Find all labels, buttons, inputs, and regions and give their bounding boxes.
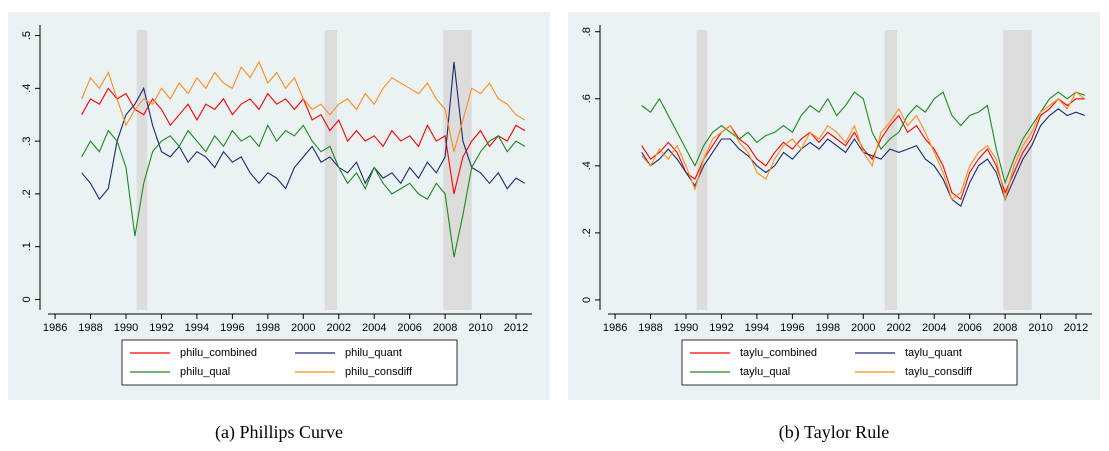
caption: (a) Phillips Curve: [215, 422, 343, 443]
series-line: [81, 60, 526, 152]
x-tick-label: 2006: [397, 322, 421, 334]
y-tick-label: .2: [581, 228, 593, 237]
series-line: [641, 91, 1086, 185]
legend: [681, 339, 1018, 386]
legend-label: taylu_consdiff: [905, 366, 973, 378]
series-line: [81, 124, 526, 258]
x-tick-label: 1996: [220, 322, 244, 334]
series-line: [641, 91, 1086, 201]
series-line: [81, 61, 526, 201]
x-tick-label: 1994: [185, 322, 209, 334]
x-tick-label: 2004: [922, 322, 946, 334]
x-tick-label: 2012: [504, 322, 528, 334]
x-tick-label: 2008: [433, 322, 457, 334]
x-tick-label: 1986: [43, 322, 67, 334]
legend: [121, 339, 458, 386]
x-tick-label: 1990: [114, 322, 138, 334]
y-tick-label: .8: [581, 27, 593, 36]
x-tick-label: 1994: [745, 322, 769, 334]
y-tick-label: .1: [21, 242, 33, 251]
x-tick-label: 2012: [1064, 322, 1088, 334]
x-tick-label: 2000: [291, 322, 315, 334]
x-tick-label: 1996: [780, 322, 804, 334]
x-tick-label: 1986: [603, 322, 627, 334]
x-tick-label: 2006: [957, 322, 981, 334]
x-tick-label: 1990: [674, 322, 698, 334]
legend-label: philu_combined: [180, 347, 257, 359]
y-tick-label: .6: [581, 94, 593, 103]
x-tick-label: 2010: [1028, 322, 1052, 334]
y-tick-label: .5: [21, 31, 33, 40]
x-tick-label: 1998: [256, 322, 280, 334]
shaded-region: [324, 30, 337, 310]
x-tick-label: 2000: [851, 322, 875, 334]
x-tick-label: 1988: [78, 322, 102, 334]
shaded-region: [443, 30, 472, 310]
y-tick-label: .2: [21, 189, 33, 198]
y-tick-label: .3: [21, 137, 33, 146]
y-tick-label: 0: [581, 297, 593, 303]
x-tick-label: 1992: [149, 322, 173, 334]
y-tick-label: .4: [581, 161, 593, 170]
x-tick-label: 2008: [993, 322, 1017, 334]
legend-label: philu_qual: [180, 366, 230, 378]
x-tick-label: 2004: [362, 322, 386, 334]
x-tick-label: 2002: [327, 322, 351, 334]
legend-label: taylu_quant: [905, 347, 962, 359]
legend-label: taylu_combined: [740, 347, 817, 359]
shaded-region: [136, 30, 148, 310]
y-tick-label: .4: [21, 84, 33, 93]
x-tick-label: 2002: [887, 322, 911, 334]
x-tick-label: 1992: [709, 322, 733, 334]
x-tick-label: 1988: [638, 322, 662, 334]
legend-label: taylu_qual: [740, 366, 790, 378]
x-tick-label: 2010: [468, 322, 492, 334]
x-tick-label: 1998: [816, 322, 840, 334]
legend-label: philu_quant: [345, 347, 402, 359]
caption: (b) Taylor Rule: [779, 422, 889, 443]
shaded-region: [884, 30, 897, 310]
y-tick-label: 0: [21, 296, 33, 302]
series-line: [641, 98, 1085, 201]
legend-label: philu_consdiff: [345, 366, 413, 378]
